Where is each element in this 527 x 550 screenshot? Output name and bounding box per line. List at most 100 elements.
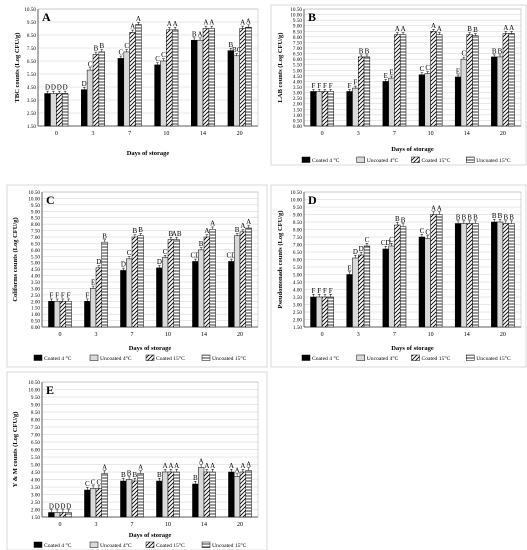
y-tick-label: 2.00 — [31, 299, 40, 305]
legend-label: Uncoated 4°C — [100, 542, 132, 549]
bar — [496, 221, 504, 328]
bar — [352, 87, 359, 127]
bar — [491, 56, 498, 127]
y-tick-label: 4.00 — [293, 79, 302, 85]
significance-letter: C — [163, 248, 168, 256]
y-tick-label: 5.50 — [293, 265, 302, 271]
significance-letter: B — [127, 469, 132, 477]
bar — [418, 74, 426, 127]
bar — [424, 238, 431, 328]
legend: Coated 4 °C Uncoated 4°C Coated 15°C Uncoat… — [33, 354, 247, 362]
bar — [191, 39, 198, 127]
significance-letter: A — [209, 19, 214, 27]
y-tick-label: 3.00 — [293, 303, 302, 309]
y-tick-label: 5.00 — [293, 273, 302, 279]
x-axis-label: Days of storage — [129, 532, 172, 539]
significance-letter: B — [473, 213, 478, 221]
significance-letter: A — [130, 23, 135, 31]
significance-letter: A — [246, 218, 251, 226]
bar — [496, 56, 504, 127]
significance-letter: F — [311, 287, 315, 295]
significance-letter: B — [401, 216, 406, 224]
bar — [454, 223, 462, 328]
legend-label: Coated 4 °C — [312, 355, 340, 362]
bar — [98, 51, 105, 127]
y-tick-label: 6.00 — [293, 57, 302, 63]
bar — [460, 58, 468, 127]
significance-letter: A — [229, 462, 234, 470]
legend-swatch — [89, 354, 99, 361]
y-tick-label: 4.50 — [31, 267, 40, 273]
significance-letter: E — [384, 72, 388, 80]
significance-letter: E — [456, 67, 460, 75]
legend-label: Coated 15°C — [422, 157, 451, 164]
panel-frame — [6, 371, 268, 550]
significance-letter: C — [389, 236, 394, 244]
y-tick-label: 10.50 — [24, 7, 36, 13]
plot-area — [41, 191, 259, 328]
y-tick-label: 10.00 — [28, 196, 40, 202]
bar — [86, 69, 94, 127]
legend-swatch — [89, 541, 99, 548]
x-tick-label: 10 — [165, 332, 171, 338]
significance-letter: B — [121, 471, 126, 479]
y-tick-label: 1.50 — [293, 325, 302, 331]
y-tick-label: 7.50 — [293, 235, 302, 241]
bar — [197, 467, 205, 518]
y-tick-label: 0.00 — [31, 325, 40, 331]
y-tick-label: 8.50 — [293, 220, 302, 226]
significance-letter: B — [456, 213, 461, 221]
legend-label: Coated 4 °C — [44, 355, 72, 362]
bar — [388, 77, 395, 127]
significance-letter: D — [121, 261, 126, 269]
significance-letter: B — [509, 213, 514, 221]
significance-letter: B — [498, 47, 503, 55]
y-tick-label: 9.50 — [31, 395, 40, 401]
bar — [61, 93, 69, 127]
significance-letter: D — [157, 258, 162, 266]
y-tick-label: 2.50 — [293, 310, 302, 316]
significance-letter: A — [431, 22, 436, 30]
significance-letter: F — [353, 79, 357, 87]
panel-frame — [6, 184, 268, 368]
legend-swatch — [145, 541, 155, 548]
x-tick-label: 10 — [428, 332, 434, 338]
significance-letter: A — [437, 25, 442, 33]
significance-letter: A — [136, 15, 141, 23]
bar — [502, 33, 509, 127]
bar — [48, 512, 55, 518]
bar — [59, 512, 67, 518]
bar — [89, 288, 97, 328]
x-tick-label: 3 — [357, 332, 360, 338]
legend-swatch — [201, 354, 211, 361]
significance-letter: A — [431, 204, 436, 212]
y-tick-label: 8.50 — [27, 33, 36, 39]
legend-label: Coated 4 °C — [44, 542, 72, 549]
significance-letter: F — [85, 291, 89, 299]
significance-letter: A — [174, 462, 179, 470]
x-tick-label: 0 — [55, 131, 58, 137]
y-tick-label: 3.00 — [31, 286, 40, 292]
y-tick-label: 7.50 — [293, 40, 302, 46]
bar — [167, 471, 175, 518]
bar — [56, 93, 63, 127]
bar — [394, 34, 401, 127]
significance-letter: D — [60, 502, 65, 510]
bar — [418, 236, 426, 328]
x-tick-label: 7 — [393, 131, 396, 137]
bar — [321, 296, 329, 328]
significance-letter: CD — [226, 252, 236, 260]
legend-label: Coated 4 °C — [312, 157, 340, 164]
y-axis-label: Coliforms counts (Log CFU/g) — [12, 217, 19, 301]
y-tick-label: 4.50 — [27, 85, 36, 91]
significance-letter: A — [102, 463, 107, 471]
x-tick-label: 7 — [131, 522, 134, 528]
bar — [117, 58, 125, 127]
significance-letter: F — [317, 287, 321, 295]
legend-swatch — [411, 156, 420, 163]
significance-letter: F — [67, 291, 71, 299]
bar — [129, 32, 136, 127]
significance-letter: F — [323, 82, 327, 90]
bar — [161, 471, 169, 518]
significance-letter: F — [348, 82, 352, 90]
